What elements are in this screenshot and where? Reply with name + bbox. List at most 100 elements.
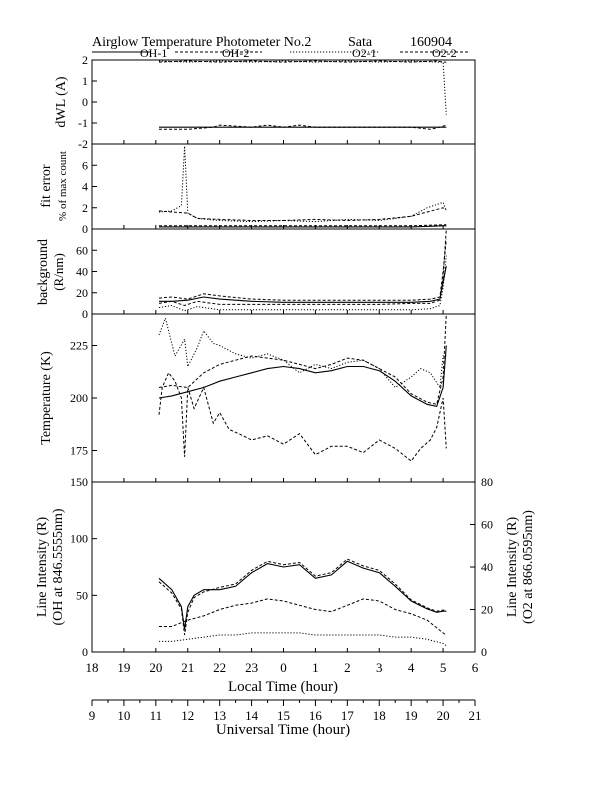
ytick-label-fit-error-1: 4 — [82, 180, 88, 194]
series-background — [158, 228, 447, 312]
ytick-label-background-2: 20 — [76, 286, 88, 300]
y2tick-label-line-intensity-4: 0 — [481, 645, 487, 659]
series-line-intensity-oh-1 — [158, 560, 447, 630]
ytick-label-temperature-1: 200 — [70, 391, 88, 405]
chart-title: Airglow Temperature Photometer No.2 — [92, 35, 311, 50]
ylabel-line-intensity: Line Intensity (R) — [35, 517, 50, 618]
local-tick-label-8: 2 — [344, 660, 351, 675]
ylabel2-line-intensity: (OH at 846.5555nm) — [51, 508, 66, 625]
series-temperature-oh-2 — [158, 313, 447, 405]
legend-label-o2-2: O2-2 — [432, 46, 457, 60]
local-tick-label-12: 6 — [472, 660, 479, 675]
ylabel-fit-error: fit error — [39, 164, 54, 207]
ytick-label-temperature-0: 225 — [70, 339, 88, 353]
series-dwl-oh-2 — [159, 124, 447, 130]
y2tick-label-line-intensity-3: 20 — [481, 603, 493, 617]
universal-tick-label-7: 16 — [309, 708, 323, 723]
ytick-label-dwl-4: -2 — [78, 137, 88, 151]
series-dwl-o2-1 — [158, 60, 447, 115]
y2label2-line-intensity: (O2 at 866.0595nm) — [521, 510, 536, 624]
date-label: 160904 — [410, 35, 452, 50]
universal-tick-label-1: 10 — [117, 708, 130, 723]
ylabel-background: background — [36, 239, 51, 305]
ytick-label-dwl-1: 1 — [82, 74, 88, 88]
series-line-intensity-o2-1 — [159, 632, 447, 647]
ytick-label-fit-error-3: 0 — [82, 222, 88, 236]
ylabel2-fit-error: % of max count — [57, 151, 69, 221]
universal-tick-label-5: 14 — [245, 708, 259, 723]
ytick-label-line-intensity-1: 100 — [70, 532, 88, 546]
ytick-label-background-1: 40 — [76, 265, 88, 279]
ytick-label-fit-error-2: 2 — [82, 201, 88, 215]
series-fit-error — [158, 146, 447, 228]
legend-label-oh-2: OH-2 — [222, 46, 249, 60]
series-line-intensity — [158, 558, 447, 647]
universal-tick-label-12: 21 — [469, 708, 482, 723]
panel-dwl: dWL (A) 2 1 0 -1 -2 — [54, 53, 476, 151]
ytick-label-fit-error-0: 6 — [82, 158, 88, 172]
yticks-fit-error: 6 4 2 0 — [82, 158, 476, 236]
series-temperature-o2-2 — [158, 371, 447, 462]
series-background-oh-1 — [159, 266, 447, 303]
local-tick-label-11: 5 — [440, 660, 447, 675]
ytick-label-dwl-0: 2 — [82, 53, 88, 67]
panel-temperature: Temperature (K) 225 200 175 — [39, 313, 476, 483]
local-tick-label-0: 18 — [86, 660, 99, 675]
ylabel-temperature: Temperature (K) — [39, 351, 54, 445]
y2ticks-line-intensity: 80 60 40 20 0 — [470, 475, 493, 659]
series-background-o2-2 — [158, 228, 447, 307]
universal-tick-label-8: 17 — [341, 708, 355, 723]
series-temperature — [158, 313, 447, 462]
local-time-axis: 18 19 20 21 22 23 0 1 2 3 4 5 6 — [86, 660, 479, 675]
ytick-label-background-3: 0 — [82, 307, 88, 321]
series-line-intensity-o2-2 — [159, 598, 447, 636]
ylabel2-background: (R/nm) — [51, 253, 66, 291]
local-tick-label-5: 23 — [245, 660, 258, 675]
y2tick-label-line-intensity-2: 40 — [481, 560, 493, 574]
local-tick-label-6: 0 — [280, 660, 287, 675]
ytick-label-line-intensity-3: 0 — [82, 645, 88, 659]
legend-label-oh-1: OH-1 — [140, 46, 167, 60]
ytick-label-dwl-2: 0 — [82, 95, 88, 109]
local-tick-label-4: 22 — [213, 660, 226, 675]
series-fit-error-oh-1 — [159, 225, 447, 228]
series-line-intensity-oh-2 — [158, 558, 447, 636]
ytick-label-line-intensity-0: 150 — [70, 475, 88, 489]
universal-tick-label-0: 9 — [89, 708, 96, 723]
series-temperature-oh-1 — [158, 345, 447, 408]
universal-tick-label-6: 15 — [277, 708, 290, 723]
local-tick-label-9: 3 — [376, 660, 383, 675]
series-dwl — [158, 60, 447, 130]
y2tick-label-line-intensity-1: 60 — [481, 518, 493, 532]
local-tick-label-10: 4 — [408, 660, 415, 675]
universal-tick-label-11: 20 — [437, 708, 450, 723]
y2label-line-intensity: Line Intensity (R) — [505, 517, 520, 618]
universal-tick-label-4: 13 — [213, 708, 226, 723]
universal-time-label: Universal Time (hour) — [216, 722, 350, 738]
ytick-label-temperature-2: 175 — [70, 444, 88, 458]
legend: OH-1 OH-2 O2-1 O2-2 — [92, 46, 470, 60]
series-background-oh-2 — [158, 239, 447, 301]
series-fit-error-o2-2 — [158, 207, 447, 222]
universal-tick-label-9: 18 — [373, 708, 386, 723]
ytick-label-dwl-3: -1 — [78, 116, 88, 130]
local-tick-label-2: 20 — [149, 660, 162, 675]
yticks-temperature: 225 200 175 — [70, 339, 476, 482]
series-fit-error-oh-2 — [159, 224, 447, 227]
yticks-line-intensity: 150 100 50 0 — [70, 475, 476, 659]
yticks-dwl: 2 1 0 -1 -2 — [78, 53, 476, 151]
y2tick-label-line-intensity-0: 80 — [481, 475, 493, 489]
series-temperature-o2-1 — [158, 316, 447, 389]
panel-background: background (R/nm) 60 40 20 0 — [36, 228, 476, 321]
local-tick-label-1: 19 — [117, 660, 130, 675]
ytick-label-line-intensity-2: 50 — [76, 588, 88, 602]
panel-fit-error: fit error % of max count 6 4 2 0 — [39, 143, 476, 236]
ytick-label-background-0: 60 — [76, 243, 88, 257]
site-label: Sata — [348, 35, 373, 50]
legend-label-o2-1: O2-1 — [352, 46, 377, 60]
local-tick-label-3: 21 — [181, 660, 194, 675]
series-fit-error-o2-1 — [158, 146, 447, 223]
local-time-label: Local Time (hour) — [228, 679, 338, 695]
universal-tick-label-3: 12 — [181, 708, 194, 723]
